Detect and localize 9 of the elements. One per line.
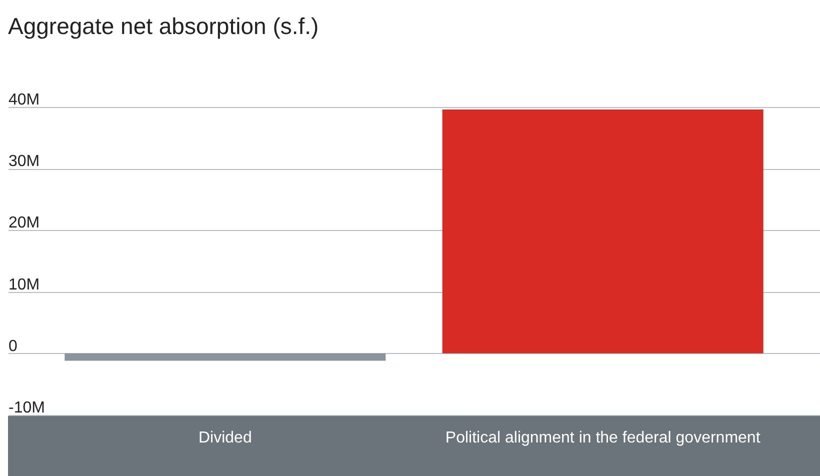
x-tick-label: Divided [198,430,252,446]
x-tick-label: Political alignment in the federal government [445,430,761,446]
chart-title: Aggregate net absorption (s.f.) [8,13,319,39]
y-tick-label: 40M [8,92,40,108]
y-tick-label: 30M [8,153,40,170]
y-tick-label: 0 [8,338,18,355]
y-tick-label: 10M [8,276,40,294]
y-tick-label: 20M [8,214,40,232]
y-tick-label: -10M [8,400,45,416]
